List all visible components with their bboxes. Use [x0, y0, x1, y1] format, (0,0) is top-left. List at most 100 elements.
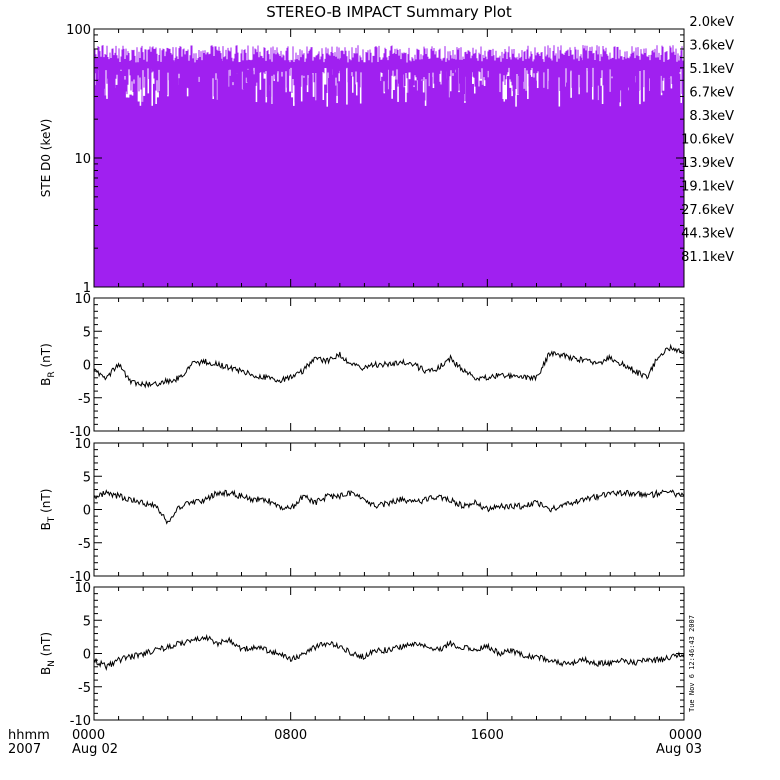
ste-bar	[473, 93, 476, 287]
ste-bar	[322, 100, 325, 287]
ste-bar	[158, 91, 162, 287]
ste-bar	[526, 99, 530, 287]
ste-bar	[455, 66, 459, 288]
ste-bar	[198, 81, 201, 288]
ste-bar	[243, 64, 246, 287]
ste-bar	[658, 64, 661, 288]
ste-bar	[231, 85, 235, 288]
ste-bar	[188, 70, 191, 287]
ste-bar	[589, 62, 592, 288]
ste-bar	[227, 86, 231, 287]
ste-bar	[331, 74, 335, 287]
ste-bar	[172, 65, 176, 287]
ste-bar	[135, 73, 138, 287]
ste-bar	[139, 105, 142, 288]
ste-bar	[436, 57, 439, 287]
ste-bar	[168, 69, 172, 287]
ste-bar	[619, 106, 622, 287]
ste-bar	[579, 57, 583, 288]
ste-bar	[449, 91, 453, 287]
ste-bar	[668, 78, 671, 287]
ste-bar	[638, 104, 642, 288]
ste-bar	[115, 84, 118, 287]
y-tick-label: 0	[83, 648, 91, 663]
y-tick-label: 1	[83, 281, 91, 296]
ste-bar	[569, 97, 573, 287]
ste-bar	[438, 81, 441, 287]
ste-bar	[377, 75, 380, 287]
legend-item: 27.6keV	[681, 203, 734, 218]
ste-bar	[530, 76, 533, 287]
ste-bar	[369, 66, 372, 288]
ste-bar	[444, 64, 447, 287]
ste-bar	[499, 92, 502, 287]
ste-bar	[481, 84, 484, 287]
ste-bar	[475, 73, 478, 288]
ste-bar	[532, 77, 535, 288]
ste-bar	[237, 73, 240, 287]
ste-bar	[387, 89, 390, 287]
x-tick-date-label: Aug 02	[72, 742, 118, 757]
ste-bar	[485, 59, 488, 287]
ste-bar	[404, 102, 408, 287]
ste-bar	[383, 93, 386, 287]
ste-bar	[489, 78, 492, 287]
ste-bar	[219, 58, 223, 288]
ste-bar	[630, 80, 634, 287]
ste-bar	[241, 89, 244, 288]
ste-bar	[182, 62, 185, 287]
ste-bar	[571, 59, 575, 287]
ste-bar	[263, 78, 266, 287]
ste-bar	[296, 60, 299, 288]
ste-bar	[412, 87, 415, 287]
ste-bar	[210, 62, 213, 287]
ste-bar	[156, 97, 160, 288]
ste-bar	[176, 84, 179, 288]
ste-bar	[261, 58, 264, 287]
ste-bar	[676, 71, 679, 287]
ste-bar	[290, 97, 294, 287]
ste-bar	[105, 98, 109, 288]
x-tick-date-label: Aug 03	[656, 742, 702, 757]
ste-bars	[93, 45, 685, 288]
ste-bar	[611, 78, 614, 287]
ste-bar	[324, 84, 327, 287]
ste-bar	[406, 92, 410, 287]
ste-bar	[141, 101, 144, 287]
ste-bar	[249, 78, 252, 287]
ste-bar	[626, 90, 630, 287]
ste-bar	[385, 57, 388, 288]
plot-title: STEREO-B IMPACT Summary Plot	[266, 3, 512, 21]
ste-bar	[558, 106, 561, 288]
ste-bar	[123, 79, 126, 287]
ste-bar	[143, 95, 146, 288]
ste-bar	[514, 106, 518, 288]
ste-bar	[137, 101, 140, 287]
ste-bar	[634, 82, 638, 287]
ste-bar	[347, 72, 351, 287]
ste-bar	[225, 69, 229, 287]
ste-bar	[503, 101, 506, 287]
ste-bar	[337, 81, 341, 287]
ste-bar	[654, 57, 657, 288]
y-tick-label: -10	[70, 425, 91, 440]
ste-bar	[593, 64, 596, 287]
ste-bar	[121, 68, 124, 287]
ste-bar	[154, 104, 158, 287]
ste-bar	[166, 96, 170, 287]
ste-bar	[97, 79, 101, 287]
y-tick-label: 10	[74, 581, 91, 596]
ste-bar	[440, 84, 443, 287]
ste-bar	[208, 75, 211, 287]
ste-bar	[666, 67, 669, 287]
ste-bar	[174, 57, 177, 287]
ste-bar	[103, 95, 107, 287]
y-tick-label: -5	[78, 392, 91, 407]
ste-bar	[272, 80, 276, 287]
ste-bar	[603, 74, 606, 287]
ste-bar	[650, 61, 653, 287]
ste-bar	[660, 95, 663, 287]
y-tick-label: 0	[83, 359, 91, 374]
ste-bar	[420, 80, 423, 287]
ste-bar	[292, 105, 295, 287]
